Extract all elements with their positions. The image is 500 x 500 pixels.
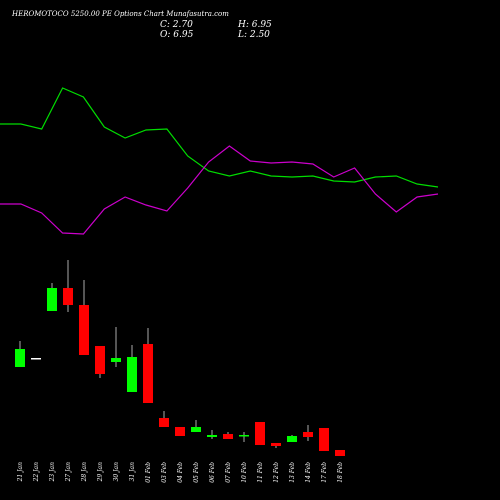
candle-body [271,443,281,446]
candle-body [143,344,153,403]
x-tick-label: 13 Feb [289,462,296,483]
x-tick-label: 18 Feb [337,462,344,483]
x-tick-label: 11 Feb [257,462,264,483]
stat-close: C: 2.70 [160,20,193,30]
x-tick-label: 17 Feb [321,462,328,483]
indicator-line [0,87,439,188]
candle-body [159,418,169,427]
x-tick-label: 04 Feb [177,462,184,483]
candle-body [223,434,233,439]
candle-body [31,358,41,360]
x-tick-label: 05 Feb [193,462,200,483]
x-tick-label: 03 Feb [161,462,168,483]
candle-body [175,427,185,436]
candle-body [207,435,217,437]
x-tick-label: 10 Feb [241,462,248,483]
candle-body [287,436,297,442]
candle-body [303,432,313,437]
x-tick-label: 07 Feb [225,462,232,483]
candle-body [111,358,121,362]
x-tick-label: 21 Jan [17,462,24,483]
candle-body [79,305,89,355]
x-tick-label: 28 Jan [81,462,88,483]
candle-body [319,428,329,451]
x-tick-label: 14 Feb [305,462,312,483]
candle-body [15,349,25,367]
candle-body [63,288,73,305]
x-tick-label: 29 Jan [97,462,104,483]
chart-title: HEROMOTOCO 5250.00 PE Options Chart Muna… [11,10,229,18]
indicator-line [0,145,439,235]
candle-body [127,357,137,392]
x-tick-label: 06 Feb [209,462,216,483]
x-tick-label: 31 Jan [129,462,136,482]
stat-open: O: 6.95 [160,30,194,40]
candle-body [255,422,265,445]
candle-body [239,435,249,437]
x-tick-label: 12 Feb [273,462,280,483]
candle-body [95,346,105,374]
x-tick-label: 01 Feb [145,462,152,483]
candle-body [47,288,57,311]
stat-low: L: 2.50 [237,30,270,40]
stat-high: H: 6.95 [237,20,272,30]
x-tick-label: 23 Jan [49,462,56,483]
candle-body [335,450,345,456]
x-tick-label: 30 Jan [113,462,120,482]
x-tick-label: 27 Jan [65,462,72,483]
x-tick-label: 22 Jan [33,462,40,483]
candle-body [191,427,201,432]
